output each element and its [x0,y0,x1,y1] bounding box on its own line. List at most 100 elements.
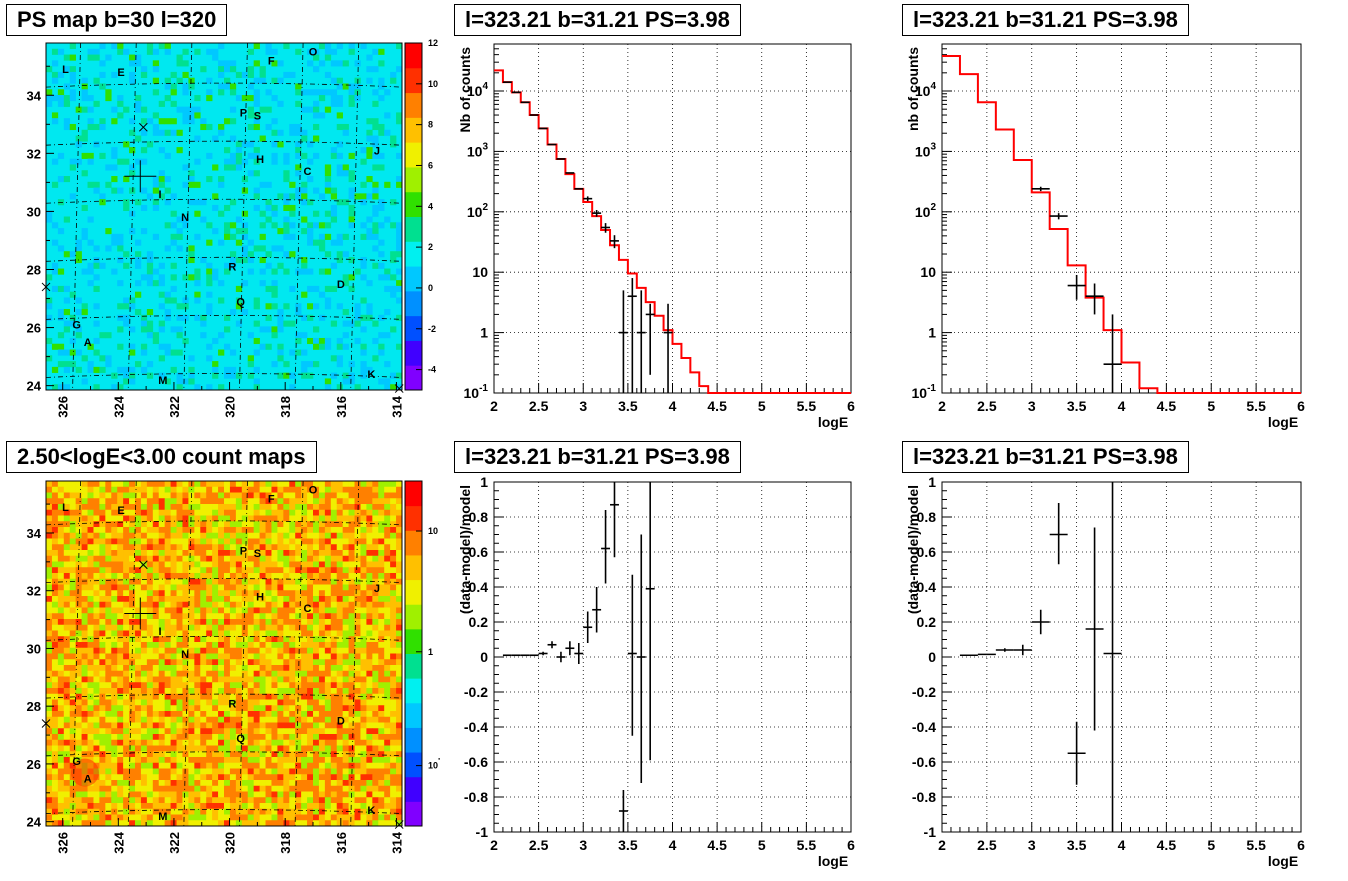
y-tick-label: 34 [27,526,42,541]
y-tick-label: -0.4 [464,719,488,735]
y-tick-label: 10-1 [912,383,937,401]
x-axis-label: logE [818,853,848,869]
source-label: R [228,698,236,710]
data-point [1032,610,1050,635]
y-tick-label: 0 [928,649,936,665]
heatmap [46,481,402,826]
y-tick-label: 30 [27,641,41,656]
colorbar-segment [405,629,422,654]
y-tick-label: 32 [27,146,41,161]
x-tick-label: 3 [579,837,587,853]
colorbar-segment [405,678,422,703]
y-tick-label: 24 [27,379,42,394]
source-label: G [72,320,81,332]
data-point [646,304,655,375]
x-tick-label: 2 [490,837,498,853]
x-tick-label: 326 [56,832,71,854]
heatmap [46,43,402,390]
source-label: F [268,493,275,505]
data-point [610,235,619,248]
y-tick-label: 0 [480,649,488,665]
colorbar-tick-label: 2 [428,242,433,252]
colorbar-tick-label: 4 [428,201,433,211]
x-tick-label: 324 [111,395,126,417]
data-point [619,790,628,832]
series-errorbar [503,82,673,393]
x-tick-label: 4 [669,398,677,414]
y-tick-label: 34 [27,88,42,103]
x-tick-label: 5 [758,398,766,414]
x-axis-label: logE [1268,853,1298,869]
source-label: F [268,55,275,67]
y-tick-label: 26 [27,757,41,772]
grid-lines [494,482,851,832]
colorbar-segment [405,142,422,167]
source-label: O [309,485,318,497]
x-tick-label: 4.5 [1157,398,1177,414]
y-tick-label: 10-1 [464,383,489,401]
data-point [1086,284,1104,315]
source-label: D [337,716,345,728]
y-tick-label: 28 [27,699,41,714]
source-label: L [62,64,69,76]
series-errorbar [960,482,1122,832]
source-label: A [84,337,92,349]
source-label: K [367,369,375,381]
colorbar-segment [405,291,422,316]
data-point [664,304,673,393]
data-point [539,652,548,656]
source-label: C [303,603,311,615]
y-axis-label: Nb of counts [457,47,473,133]
colorbar-segment [405,555,422,580]
colorbar-segment [405,241,422,266]
x-tick-label: 3.5 [618,398,638,414]
x-tick-label: 316 [334,396,349,418]
colorbar-segment [405,727,422,752]
data-point [583,612,592,644]
data-point [565,641,574,655]
data-point [996,648,1014,652]
colorbar-segment [405,117,422,142]
y-tick-label: 103 [467,141,489,159]
x-tick-label: 5 [1207,837,1215,853]
x-tick-label: 4 [669,837,677,853]
data-point [628,575,637,736]
source-label: P [240,545,247,557]
x-tick-label: 2.5 [977,837,997,853]
colorbar-segment [405,604,422,629]
source-label: M [158,811,167,823]
colorbar-tick-label: 6 [428,160,433,170]
x-tick-label: 4 [1118,398,1126,414]
source-label: N [181,649,189,661]
colorbar-tick-label: -2 [428,324,436,334]
x-axis-label: logE [818,414,848,430]
source-label: A [84,773,92,785]
colorbar-segment [405,506,422,531]
y-tick-label: -0.4 [912,719,936,735]
colorbar-segment [405,217,422,242]
source-label: J [374,145,380,157]
y-tick-label: 30 [27,204,41,219]
grid-lines [942,482,1301,832]
x-tick-label: 314 [389,831,404,853]
data-point [592,587,601,633]
data-point [646,482,655,760]
x-tick-label: 5 [758,837,766,853]
x-tick-label: 4.5 [1157,837,1177,853]
y-tick-label: 0.2 [917,614,937,630]
y-tick-label: 10 [920,264,936,280]
data-point [583,196,592,201]
data-point [574,643,583,664]
count-map-title: 2.50<logE<3.00 count maps [6,441,317,473]
y-tick-label: -1 [476,824,489,840]
data-point [637,290,646,393]
colorbar-segment [405,43,422,68]
